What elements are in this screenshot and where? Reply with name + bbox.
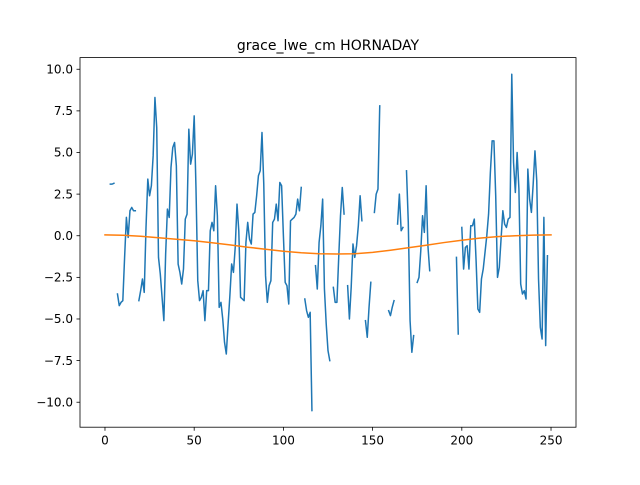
y-tick-label: −2.5 xyxy=(44,271,73,285)
y-tick-label: 5.0 xyxy=(54,146,73,160)
x-tick-label: 150 xyxy=(361,434,384,448)
x-tick-label: 100 xyxy=(272,434,295,448)
series-layer xyxy=(104,73,552,412)
y-tick-label: 7.5 xyxy=(54,104,73,118)
plot-frame xyxy=(79,57,577,428)
x-axis: 0 50 100 150 200 250 xyxy=(101,427,562,448)
y-tick-label: −7.5 xyxy=(44,354,73,368)
y-axis: −10.0 −7.5 −5.0 −2.5 0.0 2.5 5.0 7.5 10.0 xyxy=(36,62,80,409)
x-tick-label: 200 xyxy=(450,434,473,448)
y-tick-label: −5.0 xyxy=(44,312,73,326)
y-tick-label: 2.5 xyxy=(54,187,73,201)
y-tick-label: 0.0 xyxy=(54,229,73,243)
x-tick-label: 250 xyxy=(540,434,563,448)
chart-title: grace_lwe_cm HORNADAY xyxy=(237,38,420,54)
x-tick-label: 0 xyxy=(101,434,109,448)
y-tick-label: 10.0 xyxy=(46,62,73,76)
x-tick-label: 50 xyxy=(187,434,202,448)
series-line-2 xyxy=(104,234,552,255)
series-line-1 xyxy=(109,73,549,412)
y-tick-label: −10.0 xyxy=(36,395,73,409)
